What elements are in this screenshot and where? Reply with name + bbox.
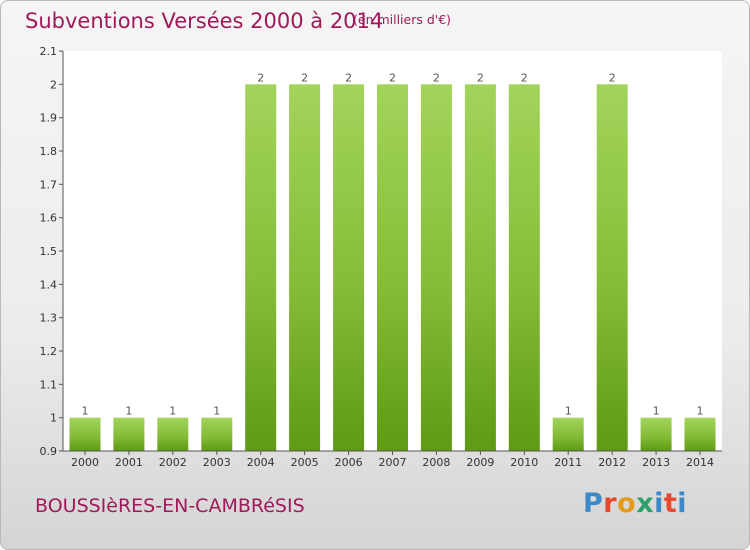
y-tick-label-1.2: 1.2 [40,345,58,358]
bar-2009 [464,84,496,452]
x-tick-label-2002: 2002 [159,456,187,469]
y-tick-label-1.9: 1.9 [40,112,58,125]
bar-2012 [596,84,628,452]
x-tick-label-2011: 2011 [554,456,582,469]
x-tick-label-2000: 2000 [71,456,99,469]
bar-2006 [333,84,365,452]
data-label-2005: 2 [301,71,308,84]
y-tick-label-2.1: 2.1 [40,45,58,58]
data-label-2004: 2 [257,71,264,84]
bar-2001 [113,417,145,451]
x-tick-label-2003: 2003 [203,456,231,469]
y-tick-label-1.5: 1.5 [40,245,58,258]
logo-letter: i [654,488,664,519]
x-tick-label-2010: 2010 [510,456,538,469]
bar-2005 [289,84,321,452]
data-label-2000: 1 [82,405,89,418]
y-tick-label-1.3: 1.3 [40,312,58,325]
y-tick-label-1.4: 1.4 [40,278,58,291]
logo-letter: i [677,488,688,519]
proxiti-logo: Proxiti [583,488,687,519]
x-tick-label-2014: 2014 [686,456,714,469]
bar-2011 [552,417,584,451]
data-label-2009: 2 [477,71,484,84]
bar-2013 [640,417,672,451]
data-label-2010: 2 [521,71,528,84]
logo-letter: t [663,488,678,519]
logo-letter: P [583,488,604,519]
x-tick-label-2001: 2001 [115,456,143,469]
x-tick-label-2007: 2007 [379,456,407,469]
data-label-2013: 1 [653,405,660,418]
x-tick-label-2006: 2006 [335,456,363,469]
y-tick-label-1.7: 1.7 [40,178,58,191]
logo-letter: r [603,488,618,519]
data-label-2001: 1 [125,405,132,418]
commune-name: BOUSSIèRES-EN-CAMBRéSIS [35,495,305,517]
y-tick-label-1.1: 1.1 [40,378,58,391]
logo-letter: o [617,488,637,519]
data-label-2014: 1 [697,405,704,418]
bar-2003 [201,417,233,451]
x-tick-label-2009: 2009 [466,456,494,469]
data-label-2003: 1 [213,405,220,418]
data-label-2011: 1 [565,405,572,418]
chart-title: Subventions Versées 2000 à 2014 [25,9,384,33]
x-tick-label-2004: 2004 [247,456,275,469]
bar-2004 [245,84,277,452]
x-tick-label-2005: 2005 [291,456,319,469]
y-tick-label-1.8: 1.8 [40,145,58,158]
y-tick-label-0.9: 0.9 [40,445,58,458]
y-tick-label-1.6: 1.6 [40,212,58,225]
chart-subtitle: (en milliers d'€) [353,12,452,27]
data-label-2006: 2 [345,71,352,84]
bar-2010 [508,84,540,452]
data-label-2012: 2 [609,71,616,84]
bar-2008 [420,84,452,452]
x-tick-label-2008: 2008 [422,456,450,469]
y-tick-label-1: 1 [50,412,57,425]
data-label-2007: 2 [389,71,396,84]
bar-2000 [69,417,101,451]
bar-2014 [684,417,716,451]
y-tick-label-2: 2 [50,78,57,91]
x-tick-label-2012: 2012 [598,456,626,469]
x-tick-label-2013: 2013 [642,456,670,469]
bar-2002 [157,417,189,451]
logo-letter: x [636,488,655,519]
data-label-2002: 1 [169,405,176,418]
data-label-2008: 2 [433,71,440,84]
bar-2007 [377,84,408,452]
